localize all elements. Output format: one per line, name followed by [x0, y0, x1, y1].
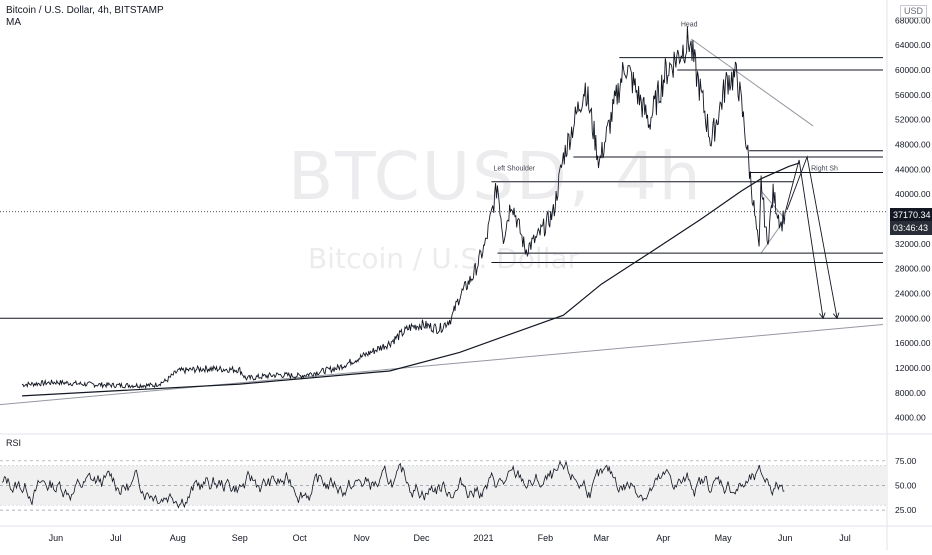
rsi-tick-label: 50.00 — [895, 480, 917, 490]
pattern-annotation: Left Shoulder — [493, 166, 535, 173]
time-tick-label: 2021 — [473, 533, 493, 543]
time-tick-label: Jun — [778, 533, 793, 543]
price-tick-label: 48000.00 — [895, 140, 931, 150]
price-tick-label: 52000.00 — [895, 115, 931, 125]
price-tick-label: 40000.00 — [895, 189, 931, 199]
time-tick-label: Mar — [594, 533, 610, 543]
time-tick-label: Dec — [414, 533, 431, 543]
watermark-name: Bitcoin / U.S. Dollar — [308, 242, 580, 275]
time-tick-label: Nov — [354, 533, 371, 543]
time-tick-label: Jul — [839, 533, 851, 543]
time-tick-label: Oct — [293, 533, 308, 543]
rsi-tick-label: 75.00 — [895, 456, 917, 466]
projection-arrowhead — [819, 312, 826, 320]
trend-line — [760, 190, 786, 220]
trend-line — [0, 324, 884, 406]
projection-path — [786, 155, 838, 319]
current-price-tag: 37170.34 — [890, 208, 932, 222]
time-tick-label: Jun — [49, 533, 64, 543]
pattern-annotation: Right Sh — [811, 166, 838, 173]
projection-arrowhead — [832, 312, 840, 320]
rsi-line — [1, 460, 785, 509]
watermark-symbol: BTCUSD, 4h — [288, 138, 703, 215]
projection-path — [784, 159, 824, 319]
time-tick-label: Sep — [232, 533, 248, 543]
price-line — [21, 26, 786, 390]
chart-header: Bitcoin / U.S. Dollar, 4h, BITSTAMP MA — [6, 5, 164, 29]
price-tick-label: 44000.00 — [895, 164, 931, 174]
rsi-pane-title[interactable]: RSI — [6, 438, 22, 448]
time-tick-label: Jul — [110, 533, 122, 543]
price-tick-label: 20000.00 — [895, 313, 931, 323]
price-tick-label: 24000.00 — [895, 288, 931, 298]
price-tick-label: 16000.00 — [895, 338, 931, 348]
price-tick-label: 68000.00 — [895, 15, 931, 25]
rsi-tick-label: 25.00 — [895, 505, 917, 515]
price-tick-label: 64000.00 — [895, 40, 931, 50]
price-tick-label: 8000.00 — [895, 388, 926, 398]
currency-badge[interactable]: USD — [900, 5, 928, 18]
price-tick-label: 56000.00 — [895, 90, 931, 100]
pattern-annotation: Head — [681, 22, 698, 29]
indicator-ma-label[interactable]: MA — [6, 17, 21, 28]
price-tick-label: 4000.00 — [895, 413, 926, 423]
bar-countdown-tag: 03:46:43 — [890, 221, 932, 235]
trend-line — [690, 38, 814, 127]
time-tick-label: Apr — [656, 533, 670, 543]
time-tick-label: Feb — [538, 533, 554, 543]
price-tick-label: 12000.00 — [895, 363, 931, 373]
symbol-title[interactable]: Bitcoin / U.S. Dollar, 4h, BITSTAMP — [6, 5, 164, 16]
time-tick-label: May — [715, 533, 733, 543]
price-tick-label: 60000.00 — [895, 65, 931, 75]
time-tick-label: Aug — [170, 533, 186, 543]
price-tick-label: 32000.00 — [895, 239, 931, 249]
price-tick-label: 28000.00 — [895, 264, 931, 274]
